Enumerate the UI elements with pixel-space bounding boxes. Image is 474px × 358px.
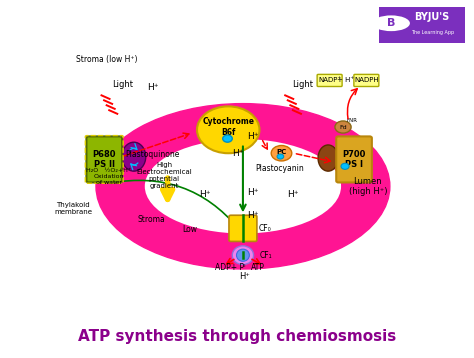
FancyBboxPatch shape bbox=[375, 5, 469, 45]
Text: CF₁: CF₁ bbox=[259, 251, 272, 260]
Text: Plastoquinone: Plastoquinone bbox=[126, 150, 180, 159]
FancyBboxPatch shape bbox=[86, 136, 122, 183]
Text: H⁺: H⁺ bbox=[247, 188, 259, 197]
FancyBboxPatch shape bbox=[229, 215, 257, 241]
Text: Fd: Fd bbox=[339, 125, 347, 130]
Text: H⁺: H⁺ bbox=[287, 190, 299, 199]
Text: Light: Light bbox=[292, 80, 313, 89]
Circle shape bbox=[277, 154, 284, 159]
Text: H⁺: H⁺ bbox=[232, 149, 244, 158]
Text: + H⁺: + H⁺ bbox=[337, 77, 355, 83]
Text: Cytochrome
B6f: Cytochrome B6f bbox=[202, 117, 254, 137]
Circle shape bbox=[197, 106, 259, 153]
Text: Thylakoid
membrane: Thylakoid membrane bbox=[54, 202, 92, 215]
Text: High
Electrochemical
potential
gradient: High Electrochemical potential gradient bbox=[136, 162, 192, 189]
Text: H⁺: H⁺ bbox=[247, 132, 259, 141]
Text: CF₀: CF₀ bbox=[259, 224, 272, 233]
Text: H⁺: H⁺ bbox=[247, 211, 259, 220]
Text: H⁺: H⁺ bbox=[147, 83, 159, 92]
Text: ATP synthesis through chemiosmosis: ATP synthesis through chemiosmosis bbox=[78, 329, 396, 344]
Text: P700
PS I: P700 PS I bbox=[342, 150, 366, 169]
FancyBboxPatch shape bbox=[317, 74, 342, 87]
Text: FNR: FNR bbox=[346, 118, 358, 124]
Text: ATP: ATP bbox=[251, 263, 265, 272]
Ellipse shape bbox=[122, 142, 146, 171]
Text: Stroma (low H⁺): Stroma (low H⁺) bbox=[76, 55, 137, 64]
Text: H₂O   ½O₂+H⁺
Oxidation
of water: H₂O ½O₂+H⁺ Oxidation of water bbox=[86, 168, 131, 185]
Circle shape bbox=[335, 121, 351, 133]
Ellipse shape bbox=[318, 145, 338, 171]
Text: P680
PS II: P680 PS II bbox=[92, 150, 116, 169]
Text: NADPH: NADPH bbox=[354, 77, 379, 83]
Circle shape bbox=[223, 135, 232, 142]
Text: NADP⁺: NADP⁺ bbox=[318, 77, 341, 83]
Text: B: B bbox=[387, 18, 395, 28]
Text: The Learning App: The Learning App bbox=[410, 30, 454, 35]
Text: Plastocyanin: Plastocyanin bbox=[255, 164, 304, 173]
Text: Stroma: Stroma bbox=[137, 215, 165, 224]
Ellipse shape bbox=[96, 103, 390, 269]
Circle shape bbox=[271, 145, 292, 161]
Text: PC: PC bbox=[276, 149, 287, 155]
Text: BYJU'S: BYJU'S bbox=[414, 12, 450, 22]
FancyBboxPatch shape bbox=[354, 74, 379, 87]
Circle shape bbox=[373, 15, 410, 31]
FancyBboxPatch shape bbox=[336, 136, 372, 183]
Text: Lumen
(high H⁺): Lumen (high H⁺) bbox=[348, 176, 387, 196]
Circle shape bbox=[341, 163, 349, 169]
Text: H⁺: H⁺ bbox=[239, 272, 250, 281]
Ellipse shape bbox=[144, 138, 342, 234]
Text: Low: Low bbox=[182, 225, 197, 234]
Ellipse shape bbox=[232, 246, 254, 265]
Text: H⁺: H⁺ bbox=[199, 190, 210, 199]
Text: Light: Light bbox=[112, 80, 134, 89]
Text: ADP+ Pᴵ: ADP+ Pᴵ bbox=[215, 263, 246, 272]
Ellipse shape bbox=[237, 249, 249, 261]
